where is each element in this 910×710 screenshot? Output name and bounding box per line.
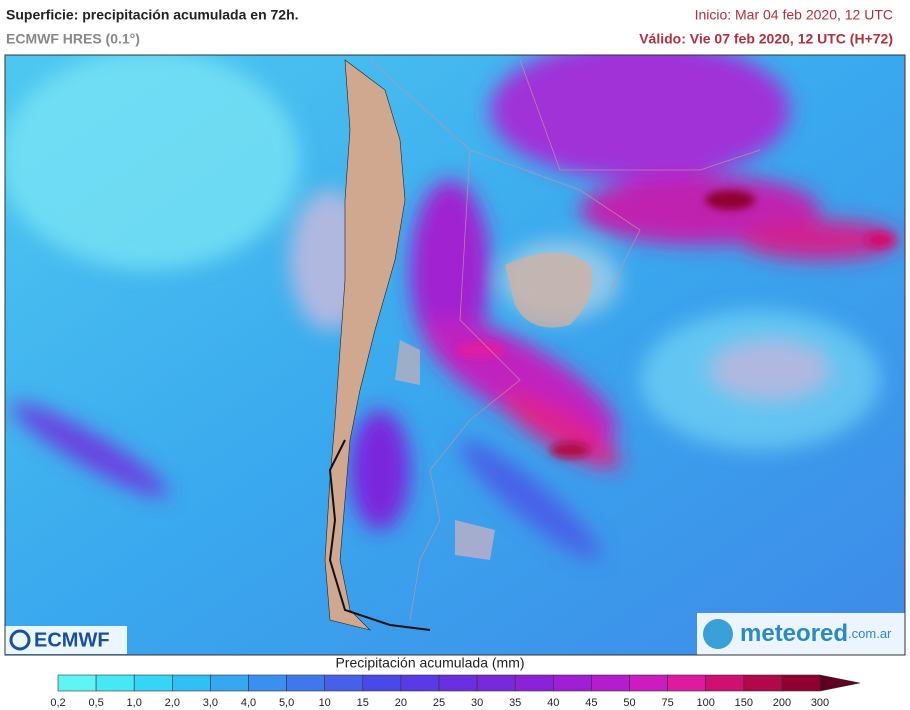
init-time: Inicio: Mar 04 feb 2020, 12 UTC [695,7,893,23]
map-frame [4,54,906,656]
colorbar-label: 35 [509,697,521,709]
colorbar-label: 50 [623,697,635,709]
precip-field [5,55,900,560]
colorbar-label: 40 [547,697,559,709]
falkland-area [455,520,495,560]
ecmwf-logo-icon [9,629,31,651]
colorbar-bin [248,674,287,692]
colorbar-bin [781,674,821,692]
colorbar: 0,2 0,5 1,0 2,0 3,0 4,0 5,0 10 15 20 25 30 35 40 45 50 7… [50,674,861,709]
meteored-name: meteored [740,620,848,647]
colorbar-label: 150 [735,697,753,709]
colorbar-bin [591,674,630,692]
colorbar-label: 5,0 [279,697,294,709]
colorbar-label: 100 [697,697,715,709]
colorbar-bin [57,674,97,692]
colorbar-bin [172,674,211,692]
colorbar-label: 300 [811,697,829,709]
colorbar-bin [514,674,554,692]
colorbar-label: 75 [661,697,673,709]
colorbar-bin [705,674,745,692]
map: ECMWF meteored.com.ar [5,55,905,655]
colorbar-label: 0,5 [88,697,103,709]
colorbar-label: 20 [395,697,407,709]
colorbar-bin [324,674,364,692]
colorbar-bin [552,674,592,692]
colorbar-bin [743,674,783,692]
ecmwf-logo-text: ECMWF [34,629,110,651]
colorbar-label: 2,0 [165,697,180,709]
valid-time: Válido: Vie 07 feb 2020, 12 UTC (H+72) [639,31,893,47]
colorbar-label: 3,0 [203,697,218,709]
model: ECMWF HRES (0.1°) [6,31,140,47]
colorbar-label: 200 [773,697,791,709]
colorbar-bin [438,674,478,692]
colorbar-bin [286,674,326,692]
colorbar-label: 0,2 [50,697,65,709]
meteored-logo-icon [703,619,733,649]
colorbar-bin [629,674,668,692]
colorbar-label: 15 [357,697,369,709]
colorbar-bin [95,674,135,692]
colorbar-bin [133,674,173,692]
ecmwf-logo-bg [5,626,127,654]
colorbar-label: 4,0 [241,697,256,709]
colorbar-label: 1,0 [127,697,142,709]
legend-title: Precipitación acumulada (mm) [335,655,524,671]
colorbar-bin [667,674,706,692]
precip-cores [455,190,895,458]
colorbar-bin [476,674,516,692]
borders [369,59,761,621]
colorbar-label: 25 [433,697,445,709]
colorbar-label: 10 [319,697,331,709]
meteored-logo-text: meteored.com.ar [740,620,892,647]
colorbar-bin [400,674,440,692]
colorbar-label: 45 [585,697,597,709]
land-patch [395,340,420,385]
title: Superficie: precipitación acumulada en 7… [6,7,299,23]
colorbar-bin [362,674,402,692]
coast-fjords [328,439,431,631]
colorbar-bin [210,674,249,692]
meteored-domain: .com.ar [848,626,892,641]
land-chile [324,59,406,631]
land-uruguay [505,252,593,328]
colorbar-arrow [819,674,861,692]
colorbar-label: 30 [471,697,483,709]
